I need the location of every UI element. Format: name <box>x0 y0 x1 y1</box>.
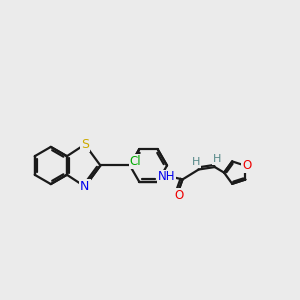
Text: H: H <box>213 154 221 164</box>
Text: NH: NH <box>158 170 175 184</box>
Text: H: H <box>192 157 200 167</box>
Text: O: O <box>242 159 251 172</box>
Text: O: O <box>174 189 183 202</box>
Text: S: S <box>81 138 89 151</box>
Text: Cl: Cl <box>130 155 141 168</box>
Text: N: N <box>80 180 90 193</box>
